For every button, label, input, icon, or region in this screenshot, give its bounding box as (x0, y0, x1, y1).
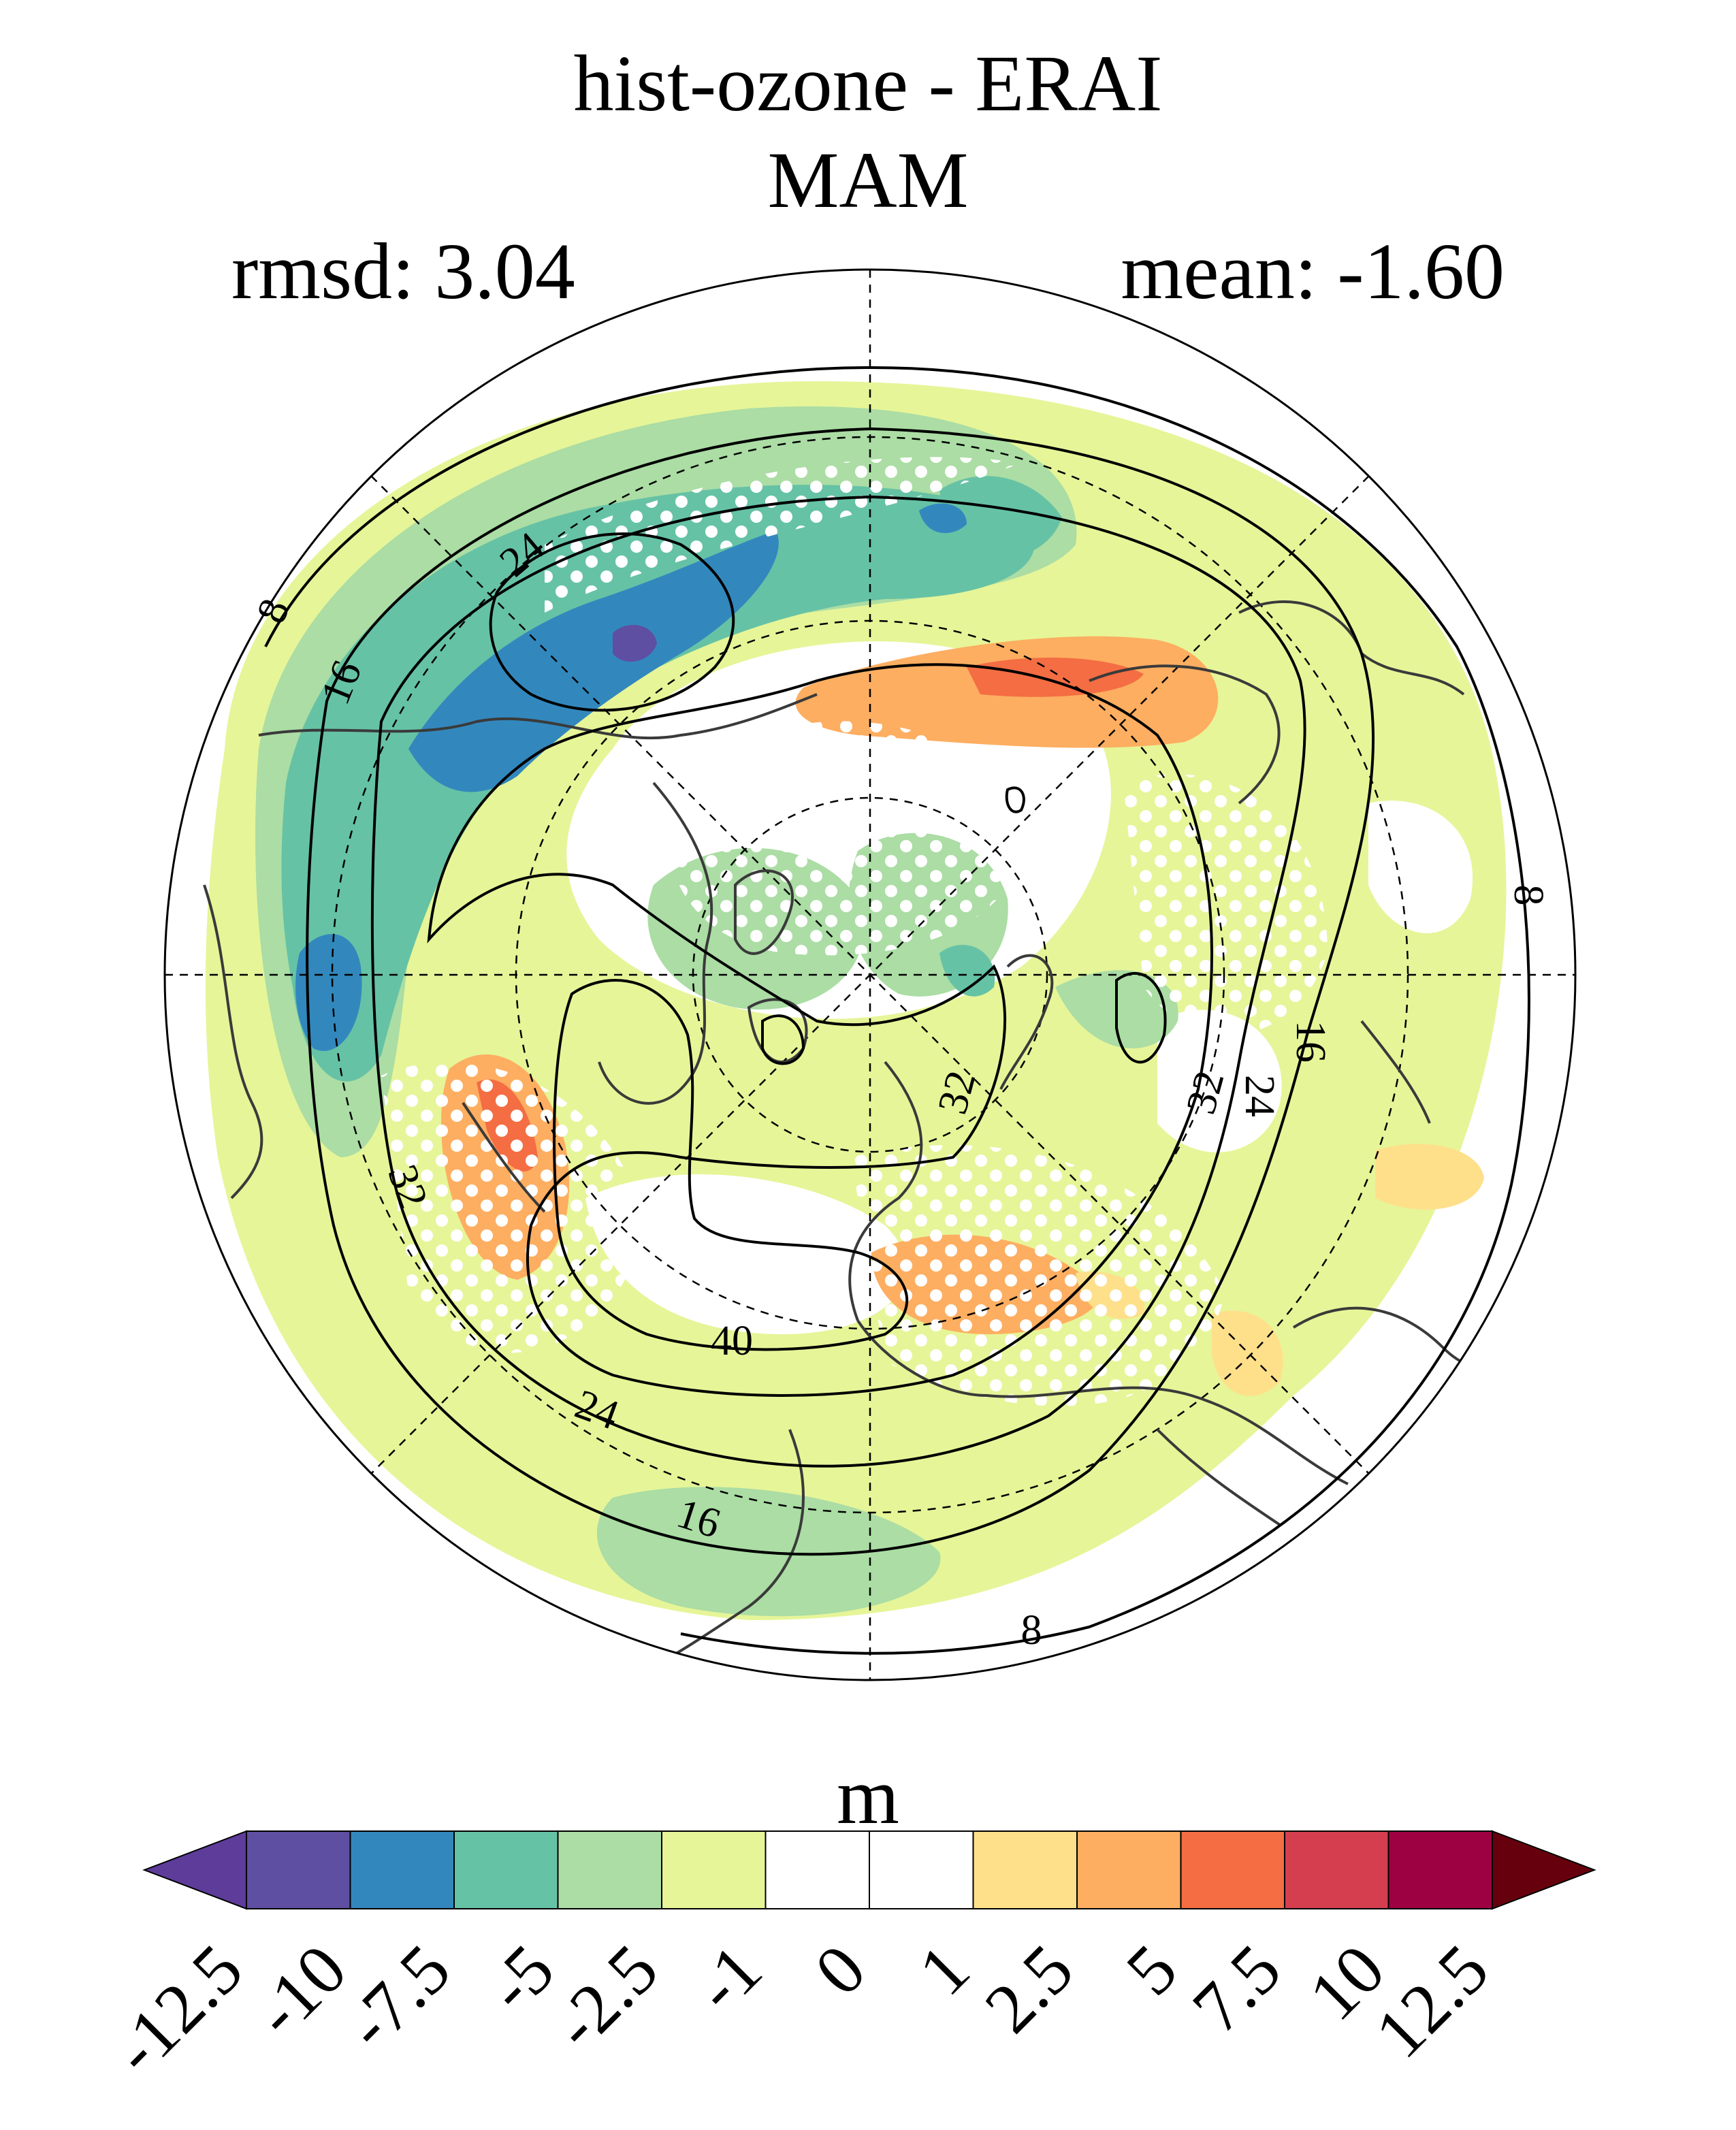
colorbar-box (246, 1830, 351, 1909)
colorbar-extend-low (142, 1830, 247, 1910)
colorbar-box (661, 1830, 767, 1909)
graticule (165, 270, 1575, 1680)
colorbar-tick-label: -10 (239, 1930, 361, 2052)
colorbar-box (1387, 1830, 1493, 1909)
contour-8 (264, 366, 1530, 1655)
colorbar-box (1180, 1830, 1285, 1909)
colorbar-box (765, 1830, 870, 1909)
colorbar-unit: m (837, 1752, 899, 1841)
contour-40c (1115, 971, 1167, 1064)
colorbar-tick-label: 2.5 (970, 1930, 1088, 2048)
colorbar-tick-label: 1 (904, 1930, 984, 2010)
contour-40b (761, 1014, 805, 1065)
colorbar-box (1284, 1830, 1389, 1909)
colorbar-tick-label: 12.5 (1360, 1930, 1503, 2073)
map-boundary (163, 268, 1577, 1681)
polar-map: 8 16 24 8 16 24 32 32 32 40 24 16 8 (163, 268, 1577, 1681)
contour-32 (427, 663, 1213, 1397)
colorbar-tick-label: 7.5 (1178, 1930, 1296, 2048)
rmsd-label: rmsd: 3.04 (231, 227, 575, 316)
colorbar-extend-high (1492, 1830, 1596, 1910)
colorbar-boxes (142, 1830, 1596, 1910)
contour-label-16-right: 16 (1287, 1020, 1334, 1063)
contour-lines (264, 366, 1530, 1655)
colorbar-tick-label: -12.5 (98, 1930, 258, 2090)
colorbar-box (972, 1830, 1078, 1909)
colorbar-tick-label: -2.5 (539, 1930, 673, 2065)
mean-label: mean: -1.60 (1121, 227, 1505, 316)
contour-label-24-right: 24 (1236, 1075, 1283, 1117)
figure-title: hist-ozone - ERAI (573, 39, 1163, 128)
contour-24 (370, 495, 1306, 1468)
season-label: MAM (767, 135, 969, 225)
contour-40 (553, 979, 908, 1351)
contour-label-40: 40 (711, 1318, 753, 1364)
contour-24b (489, 532, 735, 712)
colorbar-box (349, 1830, 455, 1909)
contour-label-8-right: 8 (1505, 885, 1552, 906)
contour-16 (306, 427, 1375, 1556)
colorbar-tick-label: -1 (679, 1930, 777, 2027)
colorbar-box (453, 1830, 559, 1909)
colorbar-box (869, 1830, 974, 1909)
contour-40d (1005, 786, 1025, 813)
contour-label-8-bottom: 8 (1021, 1607, 1042, 1653)
colorbar-tick-label: 0 (800, 1930, 880, 2010)
colorbar-tick-label: -7.5 (331, 1930, 466, 2065)
colorbar-box (557, 1830, 662, 1909)
coastlines (203, 600, 1567, 1680)
colorbar-box (1076, 1830, 1182, 1909)
colorbar-tick-label: 5 (1112, 1930, 1192, 2010)
